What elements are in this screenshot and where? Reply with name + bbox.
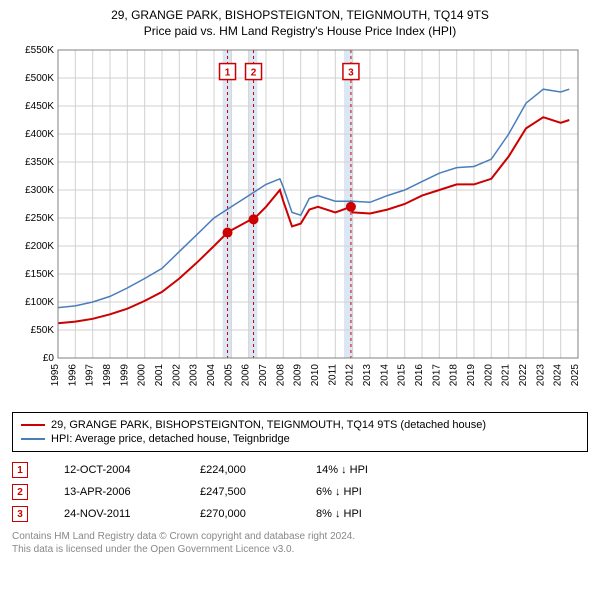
sale-row: 3 24-NOV-2011 £270,000 8% ↓ HPI xyxy=(12,506,588,522)
x-tick-label: 2012 xyxy=(345,364,356,387)
legend-row: 29, GRANGE PARK, BISHOPSTEIGNTON, TEIGNM… xyxy=(21,419,579,431)
x-tick-label: 2023 xyxy=(535,364,546,387)
callout-label: 2 xyxy=(251,68,257,79)
x-tick-label: 1996 xyxy=(67,364,78,387)
event-band xyxy=(249,50,258,358)
x-tick-label: 2016 xyxy=(414,364,425,387)
sale-row: 2 13-APR-2006 £247,500 6% ↓ HPI xyxy=(12,484,588,500)
x-tick-label: 2014 xyxy=(379,364,390,387)
x-tick-label: 2020 xyxy=(483,364,494,387)
y-tick-label: £450K xyxy=(25,101,54,112)
x-tick-label: 2002 xyxy=(171,364,182,387)
sale-marker-dot xyxy=(249,214,259,224)
x-tick-label: 2001 xyxy=(154,364,165,387)
y-tick-label: £300K xyxy=(25,185,54,196)
y-tick-label: £500K xyxy=(25,73,54,84)
x-tick-label: 1995 xyxy=(50,364,61,387)
x-tick-label: 2005 xyxy=(223,364,234,387)
x-tick-label: 2007 xyxy=(258,364,269,387)
y-tick-label: £0 xyxy=(43,353,55,364)
sale-marker: 3 xyxy=(12,506,28,522)
legend-label: HPI: Average price, detached house, Teig… xyxy=(51,433,290,445)
x-tick-label: 2017 xyxy=(431,364,442,387)
y-tick-label: £100K xyxy=(25,297,54,308)
x-tick-label: 2022 xyxy=(518,364,529,387)
y-tick-label: £400K xyxy=(25,129,54,140)
x-tick-label: 2003 xyxy=(189,364,200,387)
sale-marker: 2 xyxy=(12,484,28,500)
y-tick-label: £150K xyxy=(25,269,54,280)
y-tick-label: £550K xyxy=(25,45,54,56)
attribution-line-2: This data is licensed under the Open Gov… xyxy=(12,543,588,556)
callout-label: 3 xyxy=(348,68,354,79)
x-tick-label: 2025 xyxy=(570,364,581,387)
x-tick-label: 1998 xyxy=(102,364,113,387)
title-block: 29, GRANGE PARK, BISHOPSTEIGNTON, TEIGNM… xyxy=(12,8,588,38)
attribution-line-1: Contains HM Land Registry data © Crown c… xyxy=(12,530,588,543)
x-tick-label: 2015 xyxy=(397,364,408,387)
callout-label: 1 xyxy=(225,68,231,79)
x-tick-label: 2008 xyxy=(275,364,286,387)
sale-row: 1 12-OCT-2004 £224,000 14% ↓ HPI xyxy=(12,462,588,478)
sale-date: 24-NOV-2011 xyxy=(64,508,164,520)
legend-row: HPI: Average price, detached house, Teig… xyxy=(21,433,579,445)
chart-svg: 1 2 3 £0 £50K £100K £150K £200K £250K £300K £350K £… xyxy=(12,44,588,404)
sale-date: 13-APR-2006 xyxy=(64,486,164,498)
x-tick-label: 2000 xyxy=(137,364,148,387)
sale-marker-dot xyxy=(346,202,356,212)
legend-label: 29, GRANGE PARK, BISHOPSTEIGNTON, TEIGNM… xyxy=(51,419,486,431)
y-tick-label: £350K xyxy=(25,157,54,168)
legend-swatch xyxy=(21,438,45,440)
sale-price: £224,000 xyxy=(200,464,280,476)
x-tick-label: 2019 xyxy=(466,364,477,387)
chart-title-address: 29, GRANGE PARK, BISHOPSTEIGNTON, TEIGNM… xyxy=(12,8,588,22)
x-tick-label: 1997 xyxy=(85,364,96,387)
x-tick-label: 2010 xyxy=(310,364,321,387)
y-tick-label: £50K xyxy=(31,325,55,336)
x-tick-label: 1999 xyxy=(119,364,130,387)
x-tick-label: 2009 xyxy=(293,364,304,387)
legend: 29, GRANGE PARK, BISHOPSTEIGNTON, TEIGNM… xyxy=(12,412,588,452)
chart-title-subtitle: Price paid vs. HM Land Registry's House … xyxy=(12,24,588,38)
x-tick-label: 2018 xyxy=(449,364,460,387)
sale-diff: 8% ↓ HPI xyxy=(316,508,406,520)
y-tick-label: £200K xyxy=(25,241,54,252)
sale-marker: 1 xyxy=(12,462,28,478)
x-tick-label: 2021 xyxy=(501,364,512,387)
attribution: Contains HM Land Registry data © Crown c… xyxy=(12,530,588,556)
x-tick-label: 2006 xyxy=(241,364,252,387)
series-hpi xyxy=(58,89,569,307)
sale-diff: 14% ↓ HPI xyxy=(316,464,406,476)
x-tick-label: 2024 xyxy=(553,364,564,387)
event-band xyxy=(223,50,232,358)
series-property xyxy=(58,117,569,323)
x-tick-label: 2004 xyxy=(206,364,217,387)
legend-swatch xyxy=(21,424,45,426)
sale-price: £247,500 xyxy=(200,486,280,498)
sale-date: 12-OCT-2004 xyxy=(64,464,164,476)
sale-diff: 6% ↓ HPI xyxy=(316,486,406,498)
chart-area: 1 2 3 £0 £50K £100K £150K £200K £250K £300K £350K £… xyxy=(12,44,588,404)
x-tick-label: 2013 xyxy=(362,364,373,387)
y-tick-label: £250K xyxy=(25,213,54,224)
sales-table: 1 12-OCT-2004 £224,000 14% ↓ HPI 2 13-APR-200… xyxy=(12,462,588,522)
sale-marker-dot xyxy=(223,228,233,238)
sale-price: £270,000 xyxy=(200,508,280,520)
x-tick-label: 2011 xyxy=(327,364,338,386)
chart-container: 29, GRANGE PARK, BISHOPSTEIGNTON, TEIGNM… xyxy=(0,0,600,590)
